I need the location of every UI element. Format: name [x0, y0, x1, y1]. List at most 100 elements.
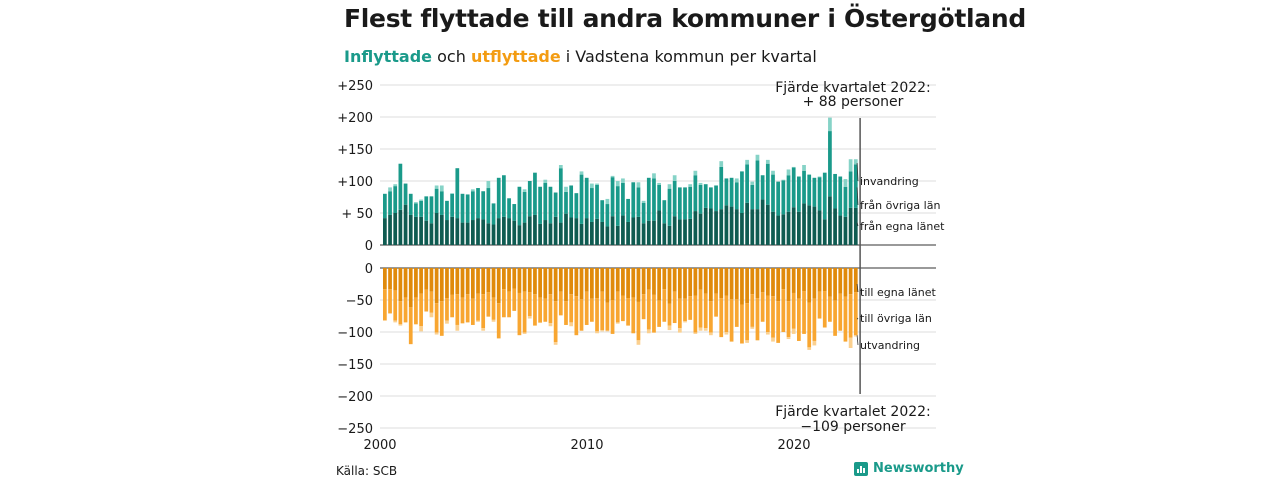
y-tick-label-top: 0: [365, 239, 373, 254]
bar-out-q29-s0: [533, 268, 537, 295]
bar-in-q7-s0: [419, 216, 423, 245]
bar-out-q56-s0: [672, 268, 677, 292]
bar-out-q32-s1: [548, 294, 553, 324]
bar-out-q83-s1: [812, 298, 817, 341]
bar-in-q70-s2: [745, 159, 749, 165]
bar-out-q64-s1: [714, 293, 718, 317]
bar-in-q62-s0: [703, 207, 708, 245]
bar-out-q18-s1: [476, 293, 480, 321]
bar-out-q65-s1: [719, 298, 724, 338]
bar-in-q78-s0: [786, 211, 791, 245]
annotation-bottom-line1: Fjärde kvartalet 2022:: [775, 404, 931, 420]
bar-out-q43-s2: [605, 330, 610, 332]
series-label-out: till övriga län: [860, 312, 932, 325]
bar-in-q86-s1: [828, 131, 832, 197]
bar-in-q41-s2: [595, 183, 599, 185]
bar-out-q64-s0: [714, 268, 718, 294]
bar-out-q14-s2: [455, 324, 460, 331]
bar-out-q52-s1: [652, 294, 656, 333]
bar-out-q43-s1: [605, 302, 610, 331]
bar-out-q59-s1: [688, 296, 693, 320]
bar-in-q21-s0: [491, 224, 496, 245]
bar-in-q2-s0: [393, 213, 398, 245]
bar-out-q11-s0: [439, 268, 444, 302]
bar-out-q28-s2: [527, 316, 532, 319]
bar-out-q38-s0: [579, 268, 584, 300]
bar-out-q14-s1: [455, 294, 460, 325]
bar-out-q66-s0: [724, 268, 729, 296]
bar-out-q2-s2: [393, 320, 398, 323]
bar-in-q58-s1: [683, 187, 687, 220]
bar-in-q89-s1: [843, 186, 848, 217]
bar-out-q37-s1: [574, 296, 579, 336]
bar-in-q74-s0: [765, 204, 770, 245]
bar-in-q30-s0: [538, 223, 542, 245]
bar-in-q33-s1: [553, 192, 558, 217]
bar-out-q45-s2: [615, 322, 620, 324]
bar-out-q83-s2: [812, 340, 817, 346]
bar-in-q11-s1: [439, 191, 444, 215]
bar-in-q9-s0: [429, 223, 434, 245]
bar-out-q1-s1: [388, 289, 392, 314]
series-label-out: utvandring: [860, 339, 920, 352]
bar-out-q33-s0: [553, 268, 558, 302]
bar-in-q52-s2: [652, 173, 656, 179]
bar-in-q2-s1: [393, 186, 398, 213]
bar-in-q16-s1: [465, 194, 470, 223]
bar-in-q17-s1: [470, 191, 475, 221]
bar-in-q39-s1: [584, 177, 589, 219]
bar-out-q78-s0: [786, 268, 791, 302]
bar-out-q62-s2: [703, 328, 708, 331]
bar-in-q73-s0: [760, 199, 765, 245]
bar-in-q67-s1: [729, 177, 734, 207]
bar-in-q35-s0: [564, 213, 568, 245]
bar-in-q79-s2: [791, 166, 796, 168]
bar-out-q81-s0: [802, 268, 806, 292]
bar-in-q71-s1: [750, 184, 755, 210]
bar-in-q56-s2: [672, 175, 677, 181]
bar-out-q16-s1: [465, 294, 470, 323]
bar-out-q9-s2: [429, 312, 434, 318]
bar-out-q42-s0: [600, 268, 605, 292]
bar-out-q5-s0: [408, 268, 413, 308]
bar-out-q27-s2: [522, 332, 527, 334]
bar-out-q26-s0: [517, 268, 522, 293]
bar-out-q78-s2: [786, 337, 791, 340]
series-leader-line: [856, 187, 859, 206]
bar-in-q34-s0: [558, 222, 563, 245]
bar-out-q33-s1: [553, 301, 558, 343]
bar-out-q82-s0: [807, 268, 812, 303]
bar-in-q37-s0: [574, 218, 579, 245]
bar-out-q7-s0: [419, 268, 423, 294]
bar-out-q12-s1: [445, 298, 449, 321]
bar-in-q67-s0: [729, 206, 734, 245]
bar-in-q90-s0: [848, 207, 853, 245]
bar-out-q37-s0: [574, 268, 579, 297]
bar-out-q20-s0: [486, 268, 491, 293]
bar-in-q38-s0: [579, 223, 584, 245]
bar-in-q49-s1: [636, 187, 641, 217]
bar-in-q72-s2: [755, 154, 760, 161]
bar-in-q56-s1: [672, 181, 677, 217]
bar-in-q63-s1: [709, 187, 713, 209]
bar-out-q71-s2: [750, 326, 755, 329]
bar-in-q61-s2: [698, 182, 703, 185]
bar-out-q34-s1: [558, 291, 563, 316]
bar-in-q24-s1: [507, 198, 511, 219]
bar-out-q90-s0: [848, 268, 853, 295]
bar-in-q7-s2: [419, 199, 423, 201]
bar-out-q73-s0: [760, 268, 765, 293]
bar-out-q71-s0: [750, 268, 755, 295]
bar-in-q10-s2: [434, 185, 439, 189]
bar-in-q53-s1: [657, 184, 661, 211]
bar-out-q40-s1: [590, 298, 594, 322]
bar-out-q49-s0: [636, 268, 641, 302]
bar-in-q39-s0: [584, 218, 589, 245]
bar-out-q72-s0: [755, 268, 760, 299]
bar-out-q91-s1: [853, 292, 858, 336]
bar-out-q39-s0: [584, 268, 589, 292]
bar-in-q44-s2: [610, 175, 615, 178]
bar-out-q19-s2: [481, 328, 486, 331]
bar-in-q19-s0: [481, 219, 486, 245]
